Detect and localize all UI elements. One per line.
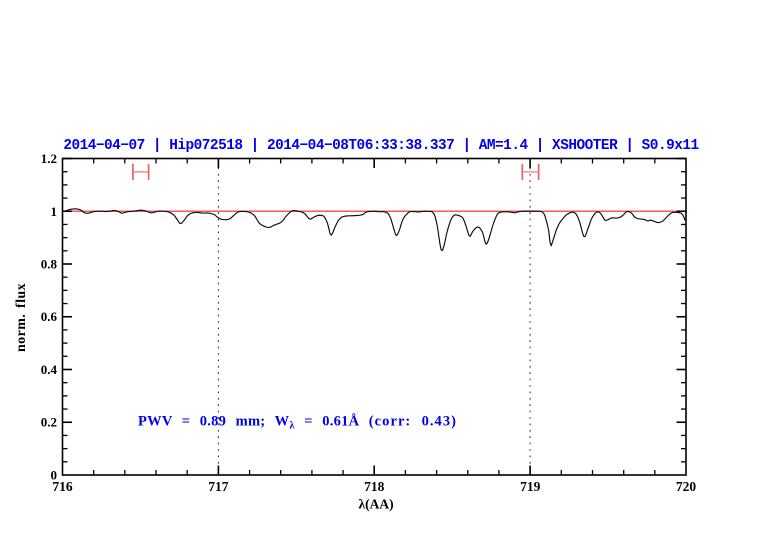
- svg-text:0.8: 0.8: [41, 257, 58, 272]
- svg-text:1: 1: [51, 204, 58, 219]
- svg-text:720: 720: [676, 479, 697, 494]
- svg-text:0.4: 0.4: [41, 362, 58, 377]
- svg-text:0.2: 0.2: [41, 415, 57, 430]
- svg-text:0.6: 0.6: [41, 309, 58, 324]
- svg-text:norm. flux: norm. flux: [14, 283, 29, 352]
- svg-text:2014−04−07 | Hip072518 | 2014−: 2014−04−07 | Hip072518 | 2014−04−08T06:3…: [63, 138, 699, 154]
- svg-text:718: 718: [364, 479, 385, 494]
- svg-text:1.2: 1.2: [41, 151, 57, 166]
- svg-text:716: 716: [52, 479, 73, 494]
- svg-text:λ(AA): λ(AA): [358, 497, 393, 512]
- svg-text:0: 0: [51, 467, 58, 482]
- svg-text:717: 717: [208, 479, 229, 494]
- svg-text:719: 719: [520, 479, 541, 494]
- svg-text:PWV = 0.89 mm; Wλ = 0.61Å (cor: PWV = 0.89 mm; Wλ = 0.61Å (corr: 0.43): [138, 413, 457, 431]
